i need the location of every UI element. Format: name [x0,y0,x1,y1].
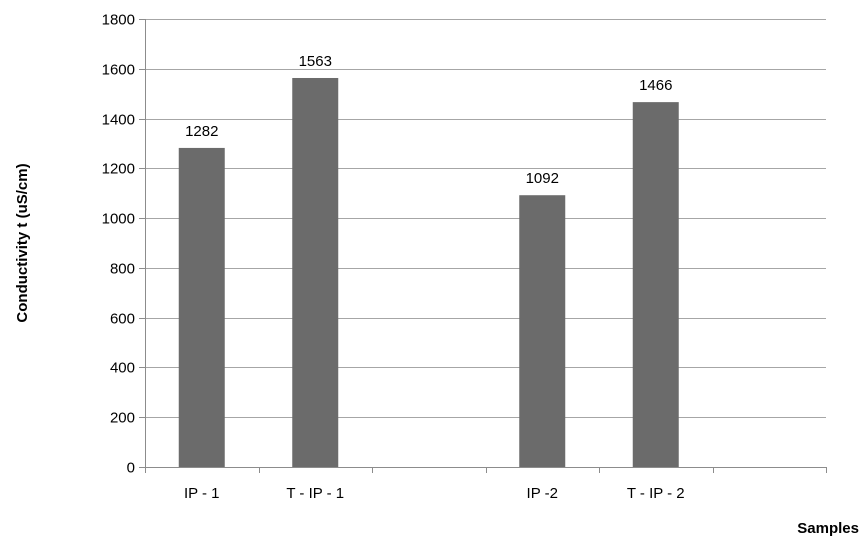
gridlines [145,19,826,418]
x-tick-label: IP - 1 [184,485,220,502]
data-label: 1282 [185,123,218,140]
data-label: 1092 [526,170,559,187]
y-tick-label: 200 [110,410,135,427]
y-tick-label: 1600 [102,62,135,79]
x-axis-title: Samples [797,520,859,537]
axes [139,19,827,473]
x-tick-label: T - IP - 2 [627,485,685,502]
data-label: 1563 [299,53,332,70]
labels: 0 200 400 600 800 1000 1200 1400 1600 1800 1282 IP … [102,12,685,503]
bars [178,77,679,468]
y-tick-label: 1400 [102,112,135,129]
bar [632,102,679,467]
y-tick-label: 0 [127,460,135,477]
y-tick-label: 1800 [102,12,135,29]
y-tick-label: 400 [110,360,135,377]
x-tick-label: T - IP - 1 [286,485,344,502]
y-axis-title: Conductivity t (uS/cm) [14,163,31,322]
y-tick-label: 600 [110,311,135,328]
y-tick-label: 1000 [102,211,135,228]
data-label: 1466 [639,77,672,94]
bar [292,77,339,467]
x-tick-label: IP -2 [527,485,558,502]
y-tick-label: 800 [110,261,135,278]
bar [519,195,566,468]
y-tick-label: 1200 [102,161,135,178]
bar [178,147,225,467]
